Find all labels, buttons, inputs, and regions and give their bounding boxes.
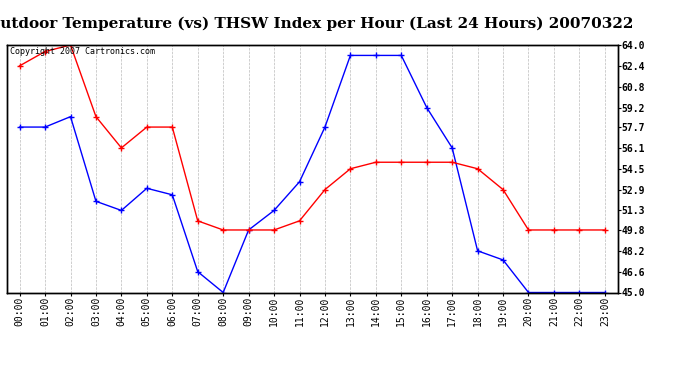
- Text: Copyright 2007 Cartronics.com: Copyright 2007 Cartronics.com: [10, 48, 155, 57]
- Text: Outdoor Temperature (vs) THSW Index per Hour (Last 24 Hours) 20070322: Outdoor Temperature (vs) THSW Index per …: [0, 17, 633, 31]
